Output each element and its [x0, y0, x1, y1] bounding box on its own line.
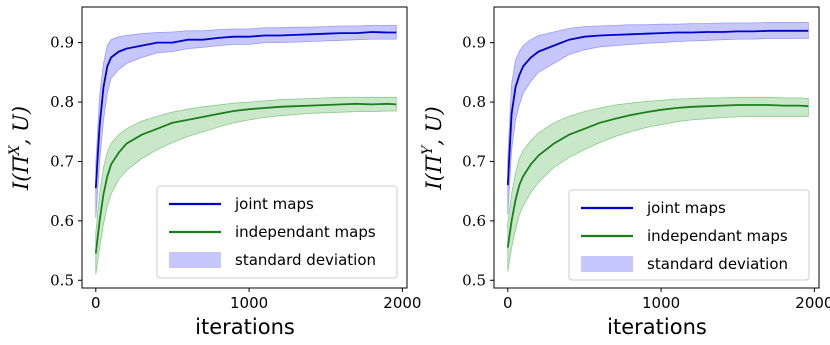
y-axis-label: I(ΠX, U) [7, 106, 33, 191]
std-band-independant [95, 96, 397, 275]
y-tick-label: 0.7 [462, 152, 486, 170]
y-tick-label: 0.9 [462, 34, 486, 52]
std-band-independant [507, 96, 809, 272]
x-axis-label: iterations [195, 315, 295, 339]
x-tick-label: 2000 [383, 294, 421, 312]
x-axis-label: iterations [607, 315, 707, 339]
legend-label-joint: joint maps [234, 195, 314, 213]
x-tick-label: 1000 [642, 294, 680, 312]
series-line-joint [506, 29, 809, 186]
series-line-joint [94, 31, 397, 189]
legend-std-swatch [581, 256, 633, 272]
std-band-joint [507, 22, 809, 215]
legend-label-joint: joint maps [646, 199, 726, 217]
y-tick-label: 0.9 [50, 34, 74, 52]
chart-left: 0.5 0.6 0.7 0.8 0.9 0 1000 2000 iterations I(ΠX… [7, 6, 421, 339]
x-tick-label: 0 [503, 294, 513, 312]
chart-right: 0.5 0.6 0.7 0.8 0.9 0 1000 2000 iterations I(ΠY… [420, 6, 830, 339]
x-tick-label: 2000 [795, 294, 830, 312]
legend-label-independant: independant maps [235, 223, 376, 241]
legend-std-swatch [169, 252, 221, 268]
x-tick-label: 1000 [230, 294, 268, 312]
y-tick-label: 0.5 [462, 271, 486, 289]
plot-frame [493, 6, 820, 289]
y-tick-label: 0.6 [462, 212, 486, 230]
y-tick-label: 0.5 [50, 271, 74, 289]
legend-label-std: standard deviation [647, 255, 788, 273]
legend-label-independant: independant maps [647, 227, 788, 245]
plot-frame [81, 6, 408, 289]
x-tick-label: 0 [91, 294, 101, 312]
legend-label-std: standard deviation [235, 251, 376, 269]
y-tick-label: 0.8 [462, 93, 486, 111]
y-tick-label: 0.6 [50, 212, 74, 230]
std-band-joint [95, 25, 397, 218]
y-tick-label: 0.8 [50, 93, 74, 111]
y-tick-label: 0.7 [50, 152, 74, 170]
series-line-independant [506, 104, 809, 248]
y-axis-label: I(ΠY, U) [420, 106, 446, 190]
legend: joint maps independant maps standard dev… [568, 189, 810, 281]
series-line-independant [94, 102, 397, 254]
legend: joint maps independant maps standard dev… [156, 185, 398, 279]
